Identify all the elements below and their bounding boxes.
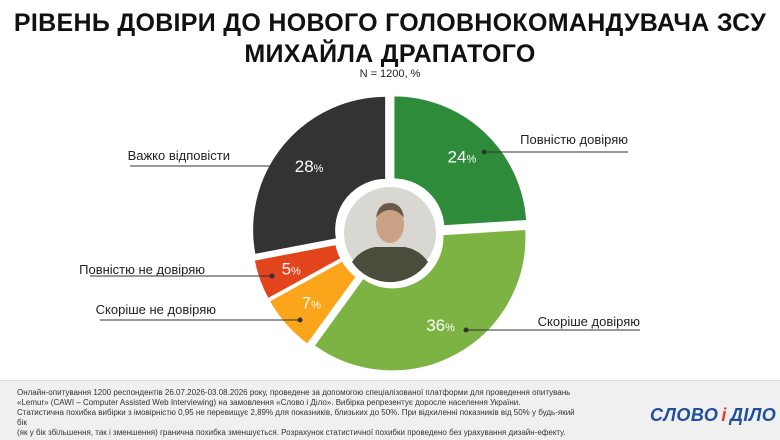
value-label: 24% [448,147,477,166]
leader-dot [481,149,487,155]
donut-slice [312,227,528,373]
category-label: Скоріше довіряю [538,314,641,329]
leader-lines-group [90,149,640,333]
value-label: 5% [282,260,301,279]
uniform-shape [352,247,428,283]
value-label: 36% [426,316,455,335]
center-avatar [344,187,436,283]
donut-slice [392,94,529,228]
category-label: Скоріше не довіряю [96,302,217,317]
leader-dot [269,273,275,279]
hair-shape [376,203,404,218]
slices-group [251,94,529,373]
footer-bar [0,380,780,440]
category-label: Важко відповісти [128,148,230,163]
donut-slice [252,242,343,301]
footnote-line: (як у бік збільшення, так і зменшення) г… [17,428,566,437]
chart-title: РІВЕНЬ ДОВІРИ ДО НОВОГО ГОЛОВНОКОМАНДУВА… [0,8,780,70]
value-label: 7% [302,293,321,312]
leader-dot [297,317,303,323]
title-line-1: РІВЕНЬ ДОВІРИ ДО НОВОГО ГОЛОВНОКОМАНДУВА… [13,9,767,37]
donut-chart: Повністю довіряю Скоріше довіряю Скоріше н… [79,94,640,373]
leader-dot [463,327,469,333]
chart-subtitle: N = 1200, % [359,68,421,80]
methodology-footnote: Онлайн-опитування 1200 респондентів 26.0… [17,388,577,438]
category-labels-group: Повністю довіряю Скоріше довіряю Скоріше н… [79,132,640,329]
donut-slice [251,94,388,257]
title-line-2: МИХАЙЛА ДРАПАТОГО [244,40,536,68]
category-label: Повністю довіряю [520,132,628,147]
donut-slice [267,259,359,347]
value-label: 28% [295,157,324,176]
category-label: Повністю не довіряю [79,262,205,277]
footnote-line: «Lemur» (CAWI – Computer Assisted Web In… [17,398,521,407]
value-labels-group: 24% 36% 7%5% 28% [282,147,477,335]
leader-dot [281,163,287,169]
face-shape [376,207,404,243]
slovo-i-dilo-logo: СЛОВО і ДІЛО [650,405,777,425]
footnote-line: Статистична похибка вибірки з імовірніст… [17,408,575,427]
footnote-line: Онлайн-опитування 1200 респондентів 26.0… [17,388,571,397]
